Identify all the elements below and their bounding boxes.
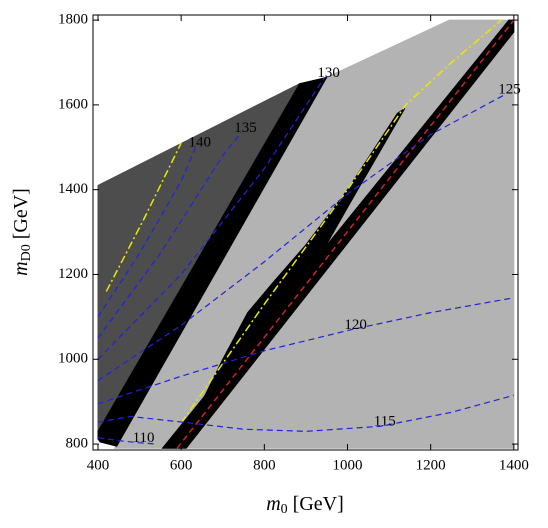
x-tick-label: 600 (170, 457, 193, 473)
y-tick-label: 1400 (58, 181, 88, 197)
y-tick-label: 1000 (58, 351, 88, 367)
x-tick-label: 1400 (499, 457, 529, 473)
line (105, 142, 182, 292)
y-tick-label: 1600 (58, 96, 88, 112)
y-tick-label: 1800 (58, 12, 88, 28)
frame (92, 14, 519, 451)
contour-label: 125 (498, 82, 521, 98)
contour-line (97, 132, 242, 339)
x-axis-label: m0 [GeV] (266, 493, 344, 518)
contour-line (97, 93, 506, 381)
x-tick-label: 1000 (333, 457, 363, 473)
line (180, 19, 502, 424)
contour-label: 135 (234, 120, 257, 136)
contour-label: 120 (344, 317, 367, 333)
contour-line (97, 394, 514, 432)
x-tick-label: 400 (87, 457, 110, 473)
contour-label: 115 (374, 414, 396, 430)
contour-label: 130 (317, 65, 340, 81)
contour-line (97, 437, 157, 445)
region (97, 76, 328, 447)
line (176, 19, 515, 449)
x-tick-label: 1200 (416, 457, 446, 473)
y-axis-label: mD0[GeV] (10, 188, 35, 276)
contour-line (97, 297, 514, 405)
y-tick-label: 1200 (58, 266, 88, 282)
plot-area (97, 19, 515, 449)
y-tick-label: 800 (66, 436, 89, 452)
x-tick-label: 800 (253, 457, 276, 473)
contour-label: 110 (133, 430, 155, 446)
contour-label: 140 (188, 135, 211, 151)
